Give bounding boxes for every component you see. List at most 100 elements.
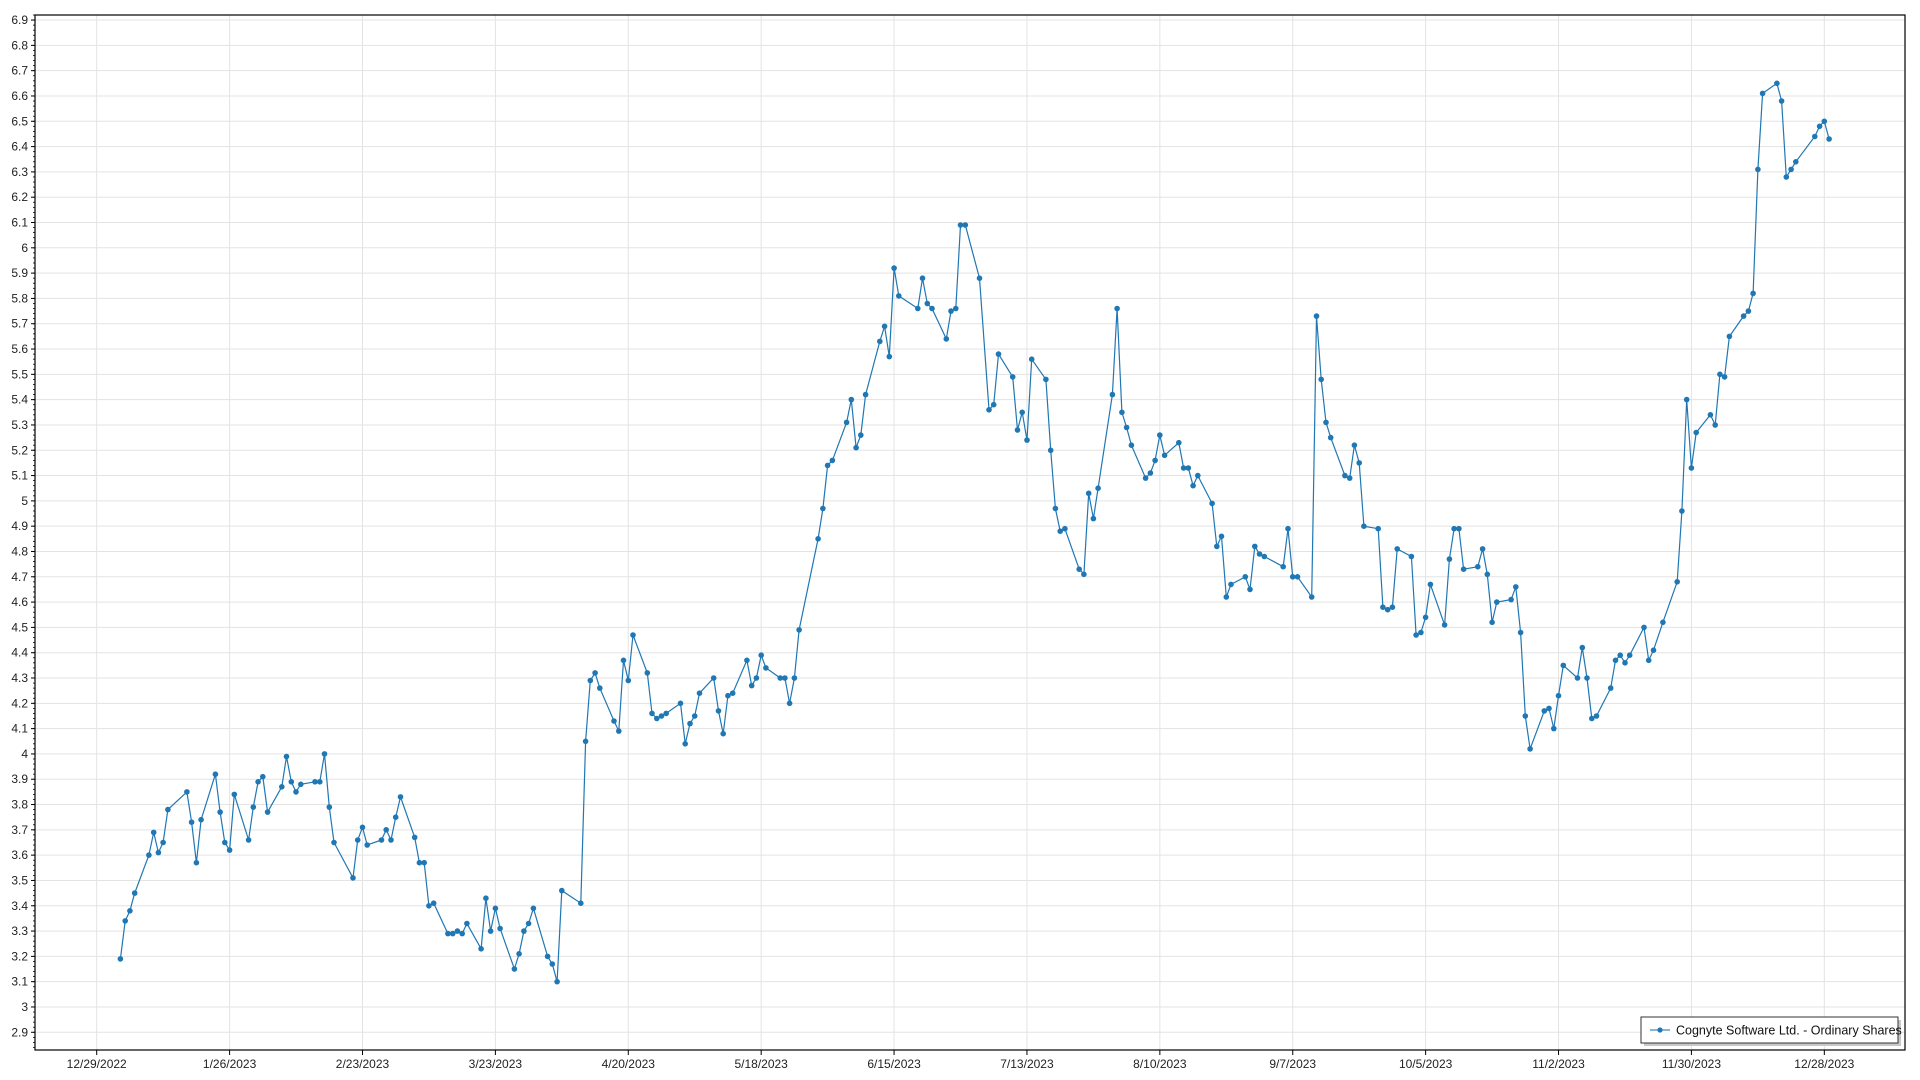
data-point bbox=[1522, 713, 1529, 719]
data-point bbox=[691, 713, 698, 719]
data-point bbox=[1693, 429, 1699, 436]
y-tick-label: 3.3 bbox=[11, 924, 28, 938]
data-point bbox=[1119, 409, 1125, 416]
x-tick-label: 1/26/2023 bbox=[203, 1057, 257, 1071]
y-tick-label: 6.3 bbox=[11, 165, 28, 179]
data-point bbox=[283, 753, 290, 760]
data-point bbox=[1418, 629, 1424, 636]
y-tick-label: 6.1 bbox=[11, 216, 28, 230]
x-tick-label: 5/18/2023 bbox=[734, 1057, 788, 1071]
data-point bbox=[378, 837, 385, 843]
data-point bbox=[222, 839, 228, 846]
data-point bbox=[1209, 500, 1215, 507]
data-point bbox=[1356, 460, 1362, 466]
data-point bbox=[487, 928, 494, 934]
data-point bbox=[1185, 465, 1192, 471]
data-point bbox=[1313, 313, 1320, 319]
data-point bbox=[421, 859, 428, 866]
legend-label: Cognyte Software Ltd. - Ordinary Shares bbox=[1676, 1024, 1902, 1038]
data-point bbox=[1028, 356, 1035, 363]
x-tick-label: 4/20/2023 bbox=[602, 1057, 656, 1071]
data-point bbox=[962, 222, 969, 228]
data-point bbox=[1707, 412, 1714, 418]
data-point bbox=[212, 771, 219, 777]
y-tick-label: 6 bbox=[21, 241, 28, 255]
data-point bbox=[1342, 472, 1348, 479]
data-point bbox=[530, 905, 537, 912]
data-point bbox=[1660, 619, 1666, 626]
y-tick-label: 6.8 bbox=[11, 38, 28, 52]
data-point bbox=[896, 293, 902, 299]
data-point bbox=[763, 665, 769, 671]
data-point bbox=[1579, 644, 1586, 651]
series-cognyte bbox=[117, 80, 1832, 985]
data-point bbox=[511, 966, 518, 972]
data-point bbox=[1793, 159, 1799, 165]
data-point bbox=[1626, 652, 1633, 658]
data-point bbox=[578, 900, 584, 906]
data-point bbox=[748, 682, 755, 689]
y-tick-label: 3.1 bbox=[11, 975, 28, 989]
data-point bbox=[915, 305, 921, 312]
data-point bbox=[1513, 584, 1519, 590]
data-point bbox=[782, 675, 788, 681]
data-point bbox=[597, 685, 603, 691]
data-point bbox=[160, 839, 166, 846]
plot-background bbox=[35, 15, 1905, 1050]
data-point bbox=[198, 816, 204, 823]
data-point bbox=[326, 804, 333, 810]
data-point bbox=[1081, 571, 1087, 578]
data-point bbox=[1190, 482, 1196, 489]
y-tick-label: 6.6 bbox=[11, 89, 28, 103]
data-point bbox=[891, 265, 897, 271]
y-tick-label: 5.6 bbox=[11, 342, 28, 356]
plot-border bbox=[34, 14, 1906, 1051]
data-point bbox=[881, 323, 888, 330]
data-point bbox=[1546, 705, 1552, 712]
data-point bbox=[1484, 571, 1491, 578]
data-point bbox=[497, 925, 503, 932]
data-point bbox=[687, 720, 693, 727]
y-tick-label: 6.9 bbox=[11, 13, 28, 27]
data-point bbox=[1294, 574, 1301, 580]
data-point bbox=[587, 677, 594, 684]
data-point bbox=[1024, 437, 1030, 443]
data-point bbox=[654, 715, 660, 722]
data-point bbox=[829, 457, 836, 464]
data-point bbox=[449, 930, 456, 937]
data-point bbox=[255, 779, 261, 785]
data-point bbox=[1517, 629, 1524, 636]
data-point bbox=[1047, 447, 1054, 454]
data-point bbox=[858, 432, 864, 438]
data-point bbox=[1223, 594, 1230, 600]
data-point bbox=[1475, 563, 1481, 570]
data-point bbox=[1384, 606, 1391, 613]
y-tick-label: 4.6 bbox=[11, 595, 28, 609]
y-tick-label: 5.3 bbox=[11, 418, 28, 432]
data-point bbox=[929, 305, 935, 312]
data-point bbox=[1541, 708, 1548, 714]
y-tick-label: 3.8 bbox=[11, 798, 28, 812]
data-point bbox=[1280, 563, 1286, 570]
data-point bbox=[986, 407, 992, 413]
data-point bbox=[720, 730, 726, 737]
data-point bbox=[1142, 475, 1149, 481]
data-point bbox=[725, 692, 731, 699]
data-point bbox=[1346, 475, 1353, 481]
data-point bbox=[791, 675, 798, 681]
data-point bbox=[260, 773, 266, 780]
data-point bbox=[165, 806, 171, 813]
y-tick-label: 6.7 bbox=[11, 64, 28, 78]
data-point bbox=[1152, 457, 1158, 464]
y-tick-label: 5 bbox=[21, 494, 28, 508]
data-point bbox=[193, 859, 200, 866]
data-point bbox=[824, 462, 831, 469]
data-point bbox=[416, 859, 423, 866]
data-point bbox=[820, 505, 826, 512]
data-point bbox=[454, 928, 461, 934]
data-point bbox=[397, 794, 404, 800]
data-point bbox=[559, 887, 565, 894]
data-point bbox=[943, 336, 950, 342]
data-point bbox=[616, 728, 622, 734]
y-tick-label: 6.2 bbox=[11, 190, 28, 204]
